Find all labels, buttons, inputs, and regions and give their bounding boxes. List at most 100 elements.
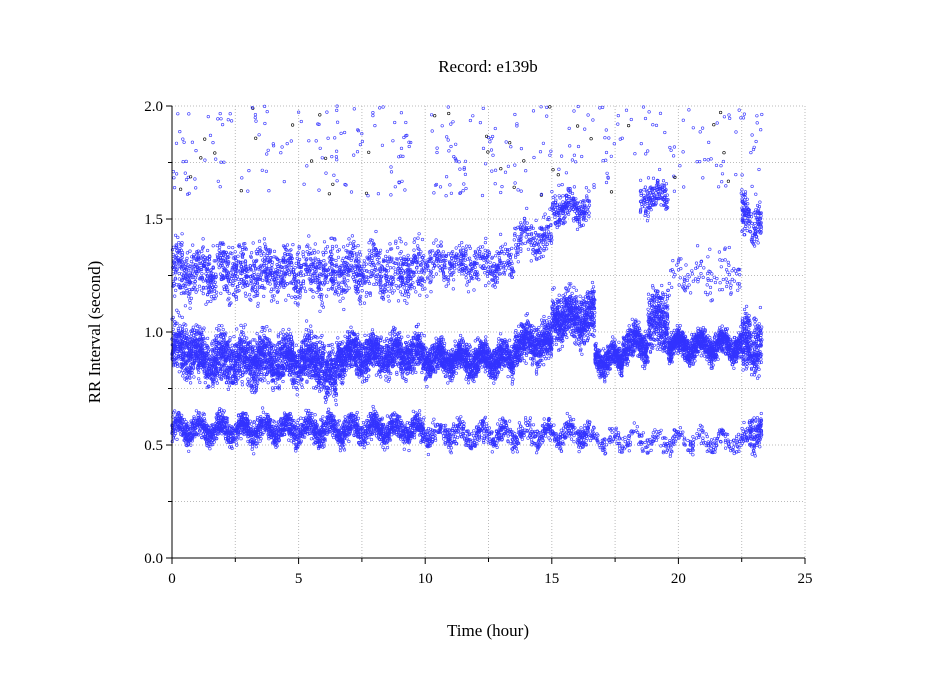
rr-data-point bbox=[176, 328, 181, 333]
rr-data-point bbox=[335, 341, 339, 345]
rr-data-point bbox=[215, 381, 219, 385]
rr-data-point bbox=[181, 349, 185, 354]
rr-data-point bbox=[189, 355, 194, 359]
rr-data-point bbox=[240, 383, 244, 387]
rr-data-point bbox=[172, 360, 177, 364]
rr-data-point bbox=[197, 370, 201, 375]
rr-data-point bbox=[217, 324, 221, 328]
rr-data-point bbox=[307, 337, 312, 341]
data-points bbox=[170, 104, 764, 458]
rr-data-point bbox=[210, 355, 214, 359]
rr-data-point bbox=[386, 379, 391, 383]
rr-data-point bbox=[190, 338, 194, 342]
rr-data-point bbox=[217, 348, 221, 352]
rr-data-point bbox=[227, 384, 231, 388]
rr-data-point bbox=[191, 325, 195, 329]
rr-data-point bbox=[311, 386, 316, 390]
rr-data-point bbox=[268, 328, 272, 332]
rr-data-point bbox=[215, 378, 219, 382]
rr-data-point bbox=[181, 327, 185, 331]
rr-data-point bbox=[276, 386, 280, 390]
rr-data-point bbox=[480, 365, 484, 369]
rr-data-point bbox=[181, 374, 185, 378]
rr-data-point bbox=[186, 347, 191, 351]
rr-data-point bbox=[406, 334, 410, 338]
rr-data-point bbox=[184, 328, 188, 332]
rr-data-point bbox=[300, 385, 304, 390]
rr-data-point bbox=[265, 325, 269, 329]
rr-data-point bbox=[453, 339, 457, 343]
rr-data-point bbox=[175, 308, 179, 312]
rr-data-point bbox=[215, 351, 219, 356]
rr-data-point bbox=[178, 333, 182, 337]
rr-data-point bbox=[186, 342, 190, 346]
rr-data-point bbox=[330, 388, 334, 392]
rr-data-point bbox=[415, 356, 419, 361]
rr-data-point bbox=[274, 381, 278, 385]
rr-data-point bbox=[260, 325, 264, 330]
rr-data-point bbox=[276, 335, 281, 339]
rr-data-point bbox=[175, 352, 179, 356]
rr-data-point bbox=[309, 324, 313, 328]
rr-data-point bbox=[255, 332, 259, 336]
rr-data-point bbox=[226, 387, 230, 392]
rr-data-point bbox=[434, 336, 438, 340]
rr-data-point bbox=[176, 330, 180, 334]
rr-data-point bbox=[253, 346, 257, 350]
rr-data-point bbox=[497, 340, 501, 344]
rr-data-point bbox=[240, 380, 244, 384]
rr-data-point bbox=[201, 328, 205, 332]
rr-data-point bbox=[251, 383, 255, 387]
rr-data-point bbox=[183, 362, 187, 366]
rr-data-point bbox=[194, 350, 198, 354]
rr-data-point bbox=[232, 335, 236, 339]
rr-data-point bbox=[484, 335, 488, 339]
rr-data-point bbox=[182, 356, 186, 360]
rr-data-point bbox=[305, 338, 309, 343]
rr-data-point bbox=[378, 372, 382, 377]
rr-data-point bbox=[198, 325, 202, 329]
rr-data-point bbox=[177, 314, 182, 318]
rr-data-point bbox=[243, 336, 247, 340]
rr-data-point bbox=[182, 347, 186, 351]
rr-data-point bbox=[203, 381, 207, 385]
rr-data-point bbox=[207, 364, 212, 368]
rr-data-point bbox=[262, 375, 266, 379]
rr-data-point bbox=[245, 336, 249, 340]
rr-data-point bbox=[332, 394, 336, 398]
rr-data-point bbox=[180, 362, 184, 366]
rr-data-point bbox=[420, 370, 424, 375]
rr-data-point bbox=[220, 377, 224, 381]
rr-data-point bbox=[300, 383, 304, 387]
rr-data-point bbox=[508, 338, 512, 342]
rr-data-point bbox=[190, 343, 194, 347]
rr-data-point bbox=[230, 343, 234, 347]
rr-data-point bbox=[356, 332, 360, 337]
rr-data-point bbox=[183, 330, 187, 335]
rr-data-point bbox=[177, 370, 181, 374]
rr-data-point bbox=[175, 362, 179, 366]
rr-data-point bbox=[175, 339, 180, 343]
rr-data-point bbox=[198, 380, 202, 385]
rr-data-point bbox=[192, 333, 196, 338]
rr-data-point bbox=[211, 384, 215, 388]
rr-data-point bbox=[251, 351, 255, 355]
rr-data-point bbox=[363, 333, 367, 338]
rr-data-point bbox=[334, 403, 338, 407]
rr-data-point bbox=[384, 374, 388, 378]
rr-data-point bbox=[172, 339, 176, 343]
rr-data-point bbox=[446, 381, 450, 385]
rr-data-point bbox=[185, 371, 189, 375]
rr-data-point bbox=[492, 381, 496, 385]
rr-data-point bbox=[263, 328, 267, 332]
rr-data-point bbox=[192, 375, 196, 379]
rr-data-point bbox=[189, 381, 193, 385]
rr-data-point bbox=[281, 332, 286, 337]
rr-data-point bbox=[336, 336, 340, 340]
rr-data-point bbox=[195, 332, 199, 336]
rr-data-point bbox=[338, 377, 342, 381]
rr-data-point bbox=[313, 376, 318, 381]
rr-data-point bbox=[172, 332, 176, 336]
rr-data-point bbox=[367, 374, 371, 378]
